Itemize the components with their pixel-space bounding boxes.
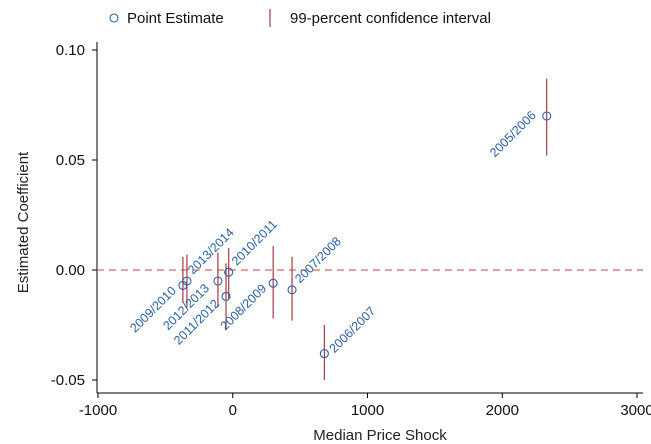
point-label-2006-2007: 2006/2007 [327,304,379,356]
point-estimate-2007-2008 [287,285,297,295]
point-estimate-2012-2013 [213,276,223,286]
y-axis-title: Estimated Coefficient [15,151,32,293]
point-estimate-2011-2012 [221,291,231,301]
y-tick-label: 0.10 [56,42,85,59]
legend-confidence-interval: 99-percent confidence interval [290,10,491,27]
point-label-2007-2008: 2007/2008 [292,234,344,286]
point-label-2010-2011: 2010/2011 [229,217,280,268]
point-estimates [178,111,552,359]
point-estimate-2010-2011 [224,267,234,277]
point-estimate-2008-2009 [268,278,278,288]
y-tick-label: 0.05 [56,152,85,169]
x-axis-title: Median Price Shock [313,427,447,444]
legend: Point Estimate 99-percent confidence inte… [109,9,491,27]
x-tick-label: 3000 [620,402,651,419]
y-tick-label: -0.05 [51,372,85,389]
point-estimate-2006-2007 [319,349,329,359]
point-label-2005-2006: 2005/2006 [487,108,539,160]
x-tick-label: 0 [229,402,237,419]
point-label-2008-2009: 2008/2009 [218,281,270,333]
x-tick-label: -1000 [79,402,117,419]
point-estimate-2013-2014 [182,276,192,286]
point-labels: 2005/20062006/20072007/20082008/20092009… [127,108,539,356]
legend-point-symbol [109,13,119,23]
axes: -0.05 0.00 0.05 0.10 -1000 0 1000 2000 3000 Media… [15,42,651,444]
point-estimate-2005-2006 [542,111,552,121]
confidence-intervals [182,78,548,380]
x-tick-label: 1000 [351,402,384,419]
y-tick-label: 0.00 [56,262,85,279]
x-tick-label: 2000 [486,402,519,419]
legend-point-estimate: Point Estimate [127,10,224,27]
